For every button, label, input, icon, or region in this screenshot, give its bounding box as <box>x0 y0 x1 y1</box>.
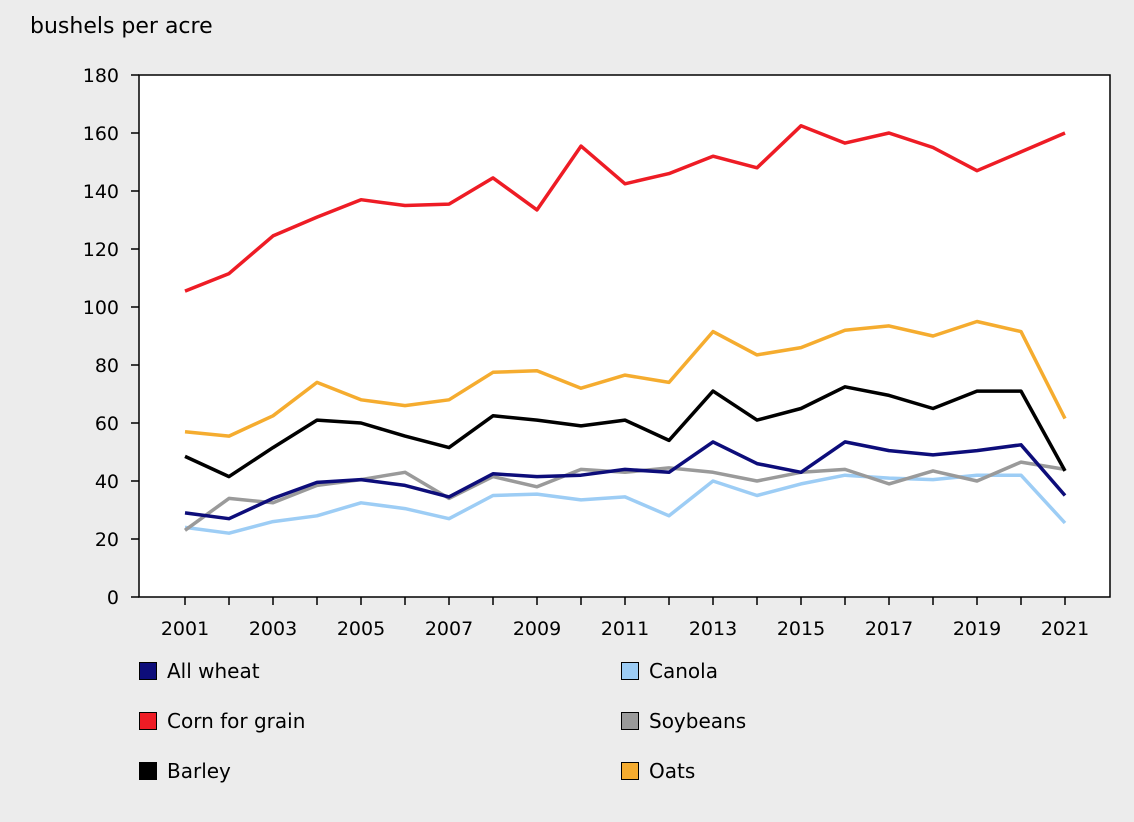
y-axis-label: bushels per acre <box>30 14 213 39</box>
y-axis: 0 20 40 60 80 100 120 140 160 180 <box>83 65 139 609</box>
y-tick-label: 120 <box>83 239 119 261</box>
legend-label: All wheat <box>167 659 260 683</box>
y-tick-label: 20 <box>95 529 119 551</box>
x-tick-label: 2001 <box>161 618 209 640</box>
x-tick-label: 2015 <box>777 618 825 640</box>
y-tick-label: 160 <box>83 123 119 145</box>
x-tick-label: 2009 <box>513 618 561 640</box>
plot-area <box>138 74 1111 598</box>
y-tick-label: 100 <box>83 297 119 319</box>
x-tick-label: 2011 <box>601 618 649 640</box>
y-tick-label: 140 <box>83 181 119 203</box>
x-tick-label: 2019 <box>953 618 1001 640</box>
legend: All wheat Canola Corn for grain Soybeans… <box>139 659 939 783</box>
x-tick-label: 2003 <box>249 618 297 640</box>
line-chart: bushels per acre 0 20 40 60 80 100 120 140 160 18… <box>30 14 1111 640</box>
legend-label: Corn for grain <box>167 709 306 733</box>
legend-swatch-all-wheat <box>139 662 157 680</box>
legend-label: Canola <box>649 659 718 683</box>
legend-swatch-corn-for-grain <box>139 712 157 730</box>
x-tick-label: 2005 <box>337 618 385 640</box>
series-line-corn-for-grain <box>184 124 1066 293</box>
y-tick-label: 40 <box>95 471 119 493</box>
series-line-all-wheat <box>184 440 1067 521</box>
legend-item-corn-for-grain: Corn for grain <box>139 709 621 733</box>
legend-item-soybeans: Soybeans <box>621 709 921 733</box>
x-tick-label: 2013 <box>689 618 737 640</box>
series-line-soybeans <box>183 460 1066 532</box>
legend-label: Barley <box>167 759 231 783</box>
y-tick-label: 0 <box>107 587 119 609</box>
series-line-oats <box>184 319 1067 438</box>
legend-label: Oats <box>649 759 696 783</box>
legend-item-oats: Oats <box>621 759 921 783</box>
series-line-canola <box>184 473 1067 535</box>
y-tick-label: 60 <box>95 413 119 435</box>
legend-item-canola: Canola <box>621 659 921 683</box>
y-tick-label: 80 <box>95 355 119 377</box>
legend-swatch-canola <box>621 662 639 680</box>
series-line-barley <box>184 385 1067 479</box>
legend-label: Soybeans <box>649 709 747 733</box>
y-tick-label: 180 <box>83 65 119 87</box>
x-tick-label: 2017 <box>865 618 913 640</box>
legend-swatch-barley <box>139 762 157 780</box>
legend-swatch-soybeans <box>621 712 639 730</box>
x-tick-label: 2007 <box>425 618 473 640</box>
x-tick-label: 2021 <box>1041 618 1089 640</box>
legend-swatch-oats <box>621 762 639 780</box>
legend-item-barley: Barley <box>139 759 621 783</box>
legend-item-all-wheat: All wheat <box>139 659 621 683</box>
x-axis: 2001 2003 2005 2007 2009 2011 2013 2015 2017 2019… <box>161 597 1089 640</box>
series-lines <box>183 124 1067 535</box>
